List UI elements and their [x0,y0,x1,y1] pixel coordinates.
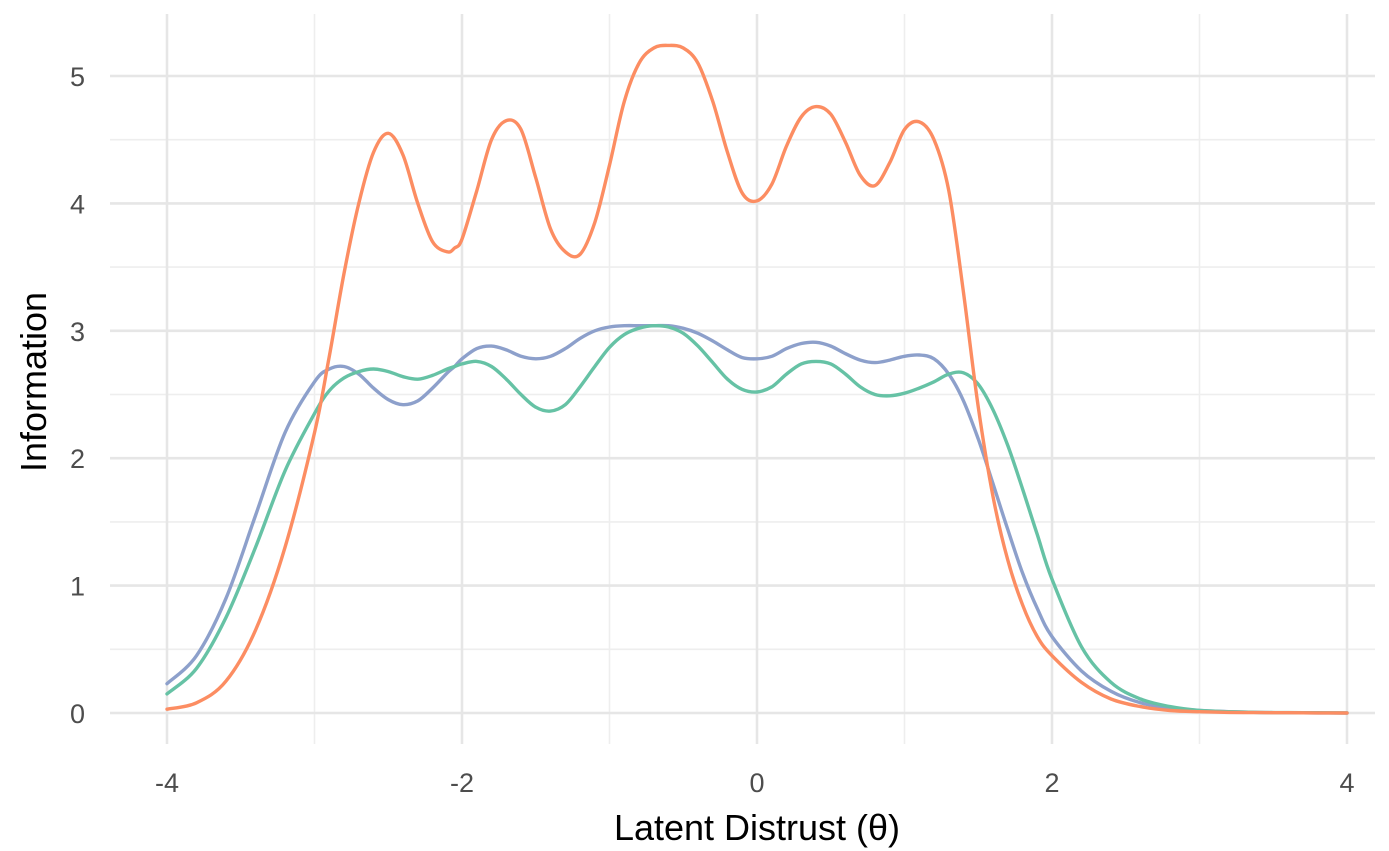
series-line-3 [165,323,1349,715]
grid [110,14,1375,744]
y-tick-label: 1 [70,572,85,602]
series-line-1 [165,43,1349,715]
x-tick-label: 2 [1044,768,1059,798]
y-tick-label: 4 [70,189,85,219]
y-axis-title: Information [13,292,54,472]
tick-labels: -4 -2 0 2 4 0 1 2 3 4 5 [70,62,1355,798]
y-tick-label: 5 [70,62,85,92]
y-tick-label: 3 [70,317,85,347]
x-axis-title: Latent Distrust (θ) [614,807,900,848]
x-tick-label: 4 [1339,768,1354,798]
series-line-2 [165,323,1349,715]
y-tick-label: 2 [70,444,85,474]
x-tick-label: -2 [450,768,474,798]
y-tick-label: 0 [70,699,85,729]
x-tick-label: -4 [155,768,179,798]
x-tick-label: 0 [749,768,764,798]
series-lines [165,43,1349,715]
